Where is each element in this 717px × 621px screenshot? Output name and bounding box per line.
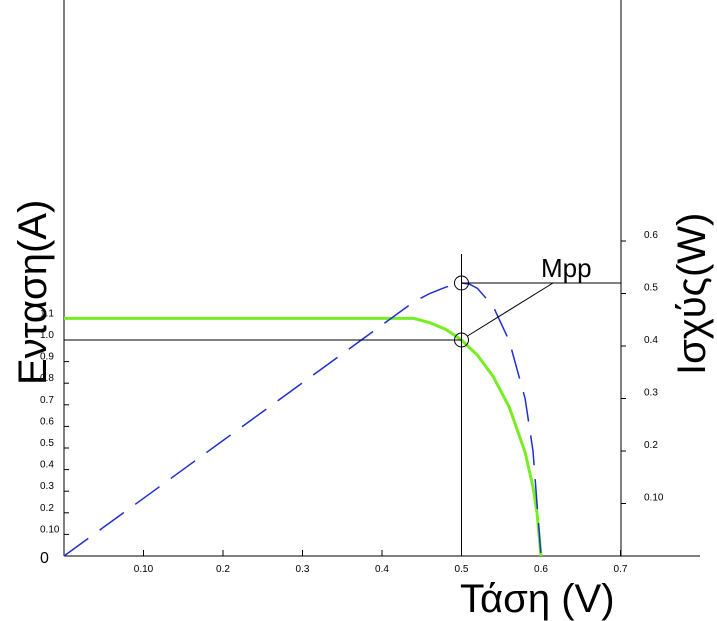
x-tick-label: 0.2	[216, 564, 230, 575]
y-left-tick-label: 0.9	[40, 352, 54, 363]
y-left-tick-label: 1.1	[40, 308, 54, 319]
y-right-tick-label: 0.6	[644, 230, 658, 241]
x-tick-label: 0.7	[614, 564, 628, 575]
y-right-tick-label: 0.2	[644, 440, 658, 451]
current-curve	[64, 316, 543, 557]
y-left-tick-label: 0.2	[40, 503, 54, 514]
power-curve	[63, 282, 542, 557]
x-tick-label: 0.4	[375, 564, 389, 575]
x-tick-label: 0.5	[455, 564, 469, 575]
mpp-layer	[64, 254, 621, 556]
y-left-tick-label: 0.7	[40, 395, 54, 406]
y-axis-left-label: Ενταση(A)	[11, 200, 55, 385]
y-axis-right-label: Ισχύς(W)	[670, 213, 714, 375]
y-left-tick-label: 0.5	[40, 438, 54, 449]
mpp-current-marker	[454, 332, 469, 348]
y-left-tick-label: 0.10	[40, 524, 60, 535]
y-left-tick-label: 1.0	[40, 330, 54, 341]
x-tick-label: 0.10	[134, 564, 154, 575]
y-right-tick-label: 0.3	[644, 388, 658, 399]
y-left-tick-label: 0.6	[40, 416, 54, 427]
x-axis-label: Τάση (V)	[460, 577, 615, 621]
y-right-tick-label: 0.10	[644, 493, 664, 504]
y-left-tick-label: 0.4	[40, 460, 54, 471]
labels-layer: Τάση (V) Ενταση(A) Ισχύς(W) 0 Mpp	[11, 200, 714, 621]
axes-layer: 0.10 0.2 0.3 0.4 0.5 0.6 0.7 0.10 0.2 0.3 0.4 0.5 0.…	[40, 0, 700, 575]
y-left-tick-label: 0.8	[40, 373, 54, 384]
origin-label: 0	[40, 550, 49, 567]
y-left-tick-label: 0.3	[40, 481, 54, 492]
mpp-annotation: Mpp	[541, 253, 592, 283]
x-tick-label: 0.6	[534, 564, 548, 575]
y-right-tick-label: 0.4	[644, 335, 658, 346]
x-tick-label: 0.3	[296, 564, 310, 575]
mpp-leader-bottom	[467, 282, 554, 337]
y-right-tick-label: 0.5	[644, 283, 658, 294]
series-layer	[63, 282, 543, 557]
